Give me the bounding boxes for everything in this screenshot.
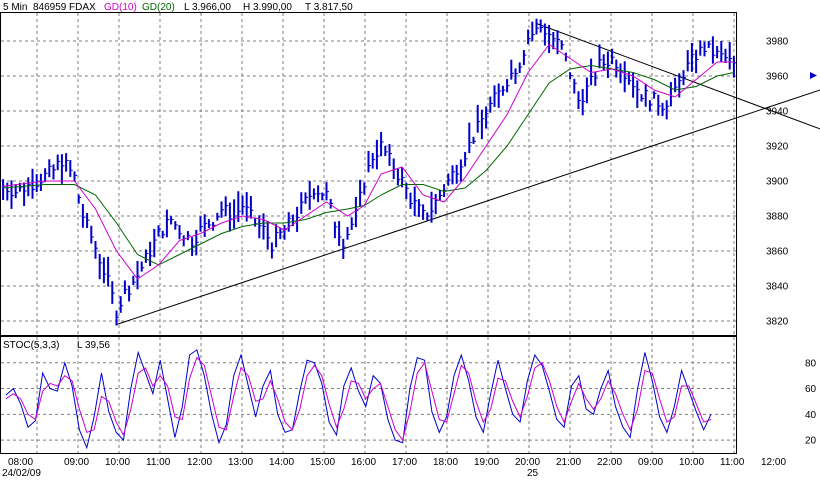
time-tick-label: 11:00 [720,457,745,468]
stoch-label: STOC(5,3,3) [3,340,60,351]
trendlines [116,23,820,325]
time-tick-label: 19:00 [474,457,499,468]
time-tick-label: 10:00 [105,457,130,468]
support-trendline [116,89,820,325]
moving-averages [3,43,735,280]
stoch-panel-frame [0,336,737,454]
price-tick-label: 3980 [766,37,789,48]
last-price-marker [810,72,817,79]
time-tick-label: 16:00 [351,457,376,468]
stoch-tick-label: 40 [805,410,817,421]
stoch-axis: 20 40 60 80 [805,358,817,446]
stoch-tick-label: 80 [805,358,817,369]
stoch-k-line [5,349,712,450]
stoch-tick-label: 20 [805,436,817,447]
price-tick-label: 3880 [766,212,789,223]
time-tick-label: 12:00 [761,457,786,468]
time-tick-label: 10:00 [679,457,704,468]
stoch-value: L 39,56 [77,340,110,351]
grid [1,13,736,453]
price-axis: 3820 3840 3860 3880 3900 3920 3940 3960 3980 [766,37,789,328]
price-tick-label: 3900 [766,177,789,188]
time-tick-label: 17:00 [392,457,417,468]
time-tick-label: 15:00 [310,457,335,468]
time-tick-label: 14:00 [269,457,294,468]
stoch-tick-label: 60 [805,384,817,395]
high-value: H 3.990,00 [243,2,292,13]
time-tick-label: 09:00 [64,457,89,468]
time-axis: 08:00 09:00 10:00 11:00 12:00 13:00 14:00 15:00… [8,457,786,468]
stoch-d-line [5,356,712,442]
time-tick-label: 20:00 [515,457,540,468]
stochastic-lines [5,349,712,450]
price-bars [2,18,737,326]
symbol-label: FDAX [69,2,96,13]
time-tick-label: 13:00 [228,457,253,468]
ma10-line [3,43,734,280]
next-day-label: 25 [527,468,539,479]
price-tick-label: 3840 [766,282,789,293]
instrument-id: 846959 [33,2,67,13]
ma10-legend: GD(10) [104,2,137,13]
time-tick-label: 22:00 [597,457,622,468]
last-value: T 3.817,50 [305,2,353,13]
time-tick-label: 12:00 [187,457,212,468]
ma20-line [3,64,735,266]
time-tick-label: 18:00 [433,457,458,468]
start-date-label: 24/02/09 [2,468,41,479]
ma20-legend: GD(20) [142,2,175,13]
price-tick-label: 3940 [766,107,789,118]
time-tick-label: 09:00 [638,457,663,468]
interval-label: 5 Min [3,2,27,13]
price-tick-label: 3960 [766,72,789,83]
price-panel-frame [0,12,737,336]
time-tick-label: 21:00 [556,457,581,468]
resistance-trendline [536,23,820,130]
price-tick-label: 3860 [766,247,789,258]
price-tick-label: 3920 [766,142,789,153]
price-tick-label: 3820 [766,317,789,328]
time-tick-label: 08:00 [8,457,33,468]
time-tick-label: 11:00 [146,457,171,468]
low-value: L 3.966,00 [184,2,231,13]
